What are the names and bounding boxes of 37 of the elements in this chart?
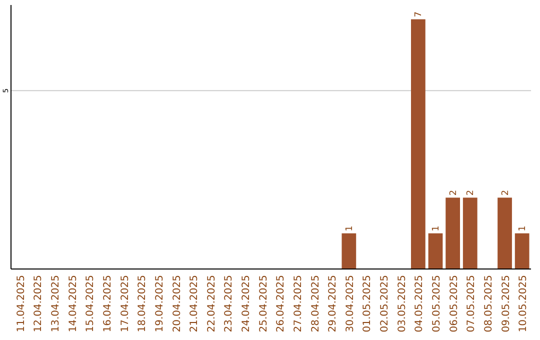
- x-tick-label: 12.04.2025: [33, 275, 44, 332]
- x-tick-label: 10.05.2025: [518, 275, 530, 332]
- x-tick-label: 18.04.2025: [137, 275, 148, 332]
- data-label: 1: [432, 226, 442, 232]
- data-label: 2: [500, 190, 511, 196]
- data-label: 2: [466, 190, 476, 196]
- x-tick-label: 20.04.2025: [172, 275, 183, 332]
- x-tick-label: 16.04.2025: [102, 275, 114, 332]
- x-tick-label: 28.04.2025: [310, 275, 322, 332]
- data-label: 1: [518, 226, 528, 232]
- x-tick-label: 06.05.2025: [448, 275, 460, 332]
- x-tick-label: 26.04.2025: [276, 275, 287, 332]
- x-tick-label: 08.05.2025: [483, 275, 494, 332]
- x-tick-label: 01.05.2025: [362, 275, 374, 332]
- x-tick-label: 03.05.2025: [396, 275, 408, 332]
- x-tick-label: 07.05.2025: [466, 275, 478, 332]
- x-tick-label: 22.04.2025: [206, 275, 218, 332]
- x-tick-label: 27.04.2025: [292, 275, 304, 332]
- x-tick-label: 05.05.2025: [432, 275, 442, 332]
- x-tick-label: 13.04.2025: [50, 275, 62, 332]
- x-tick-label: 23.04.2025: [224, 275, 235, 332]
- x-tick-label: 11.04.2025: [16, 275, 27, 332]
- x-tick-label: 14.04.2025: [68, 275, 79, 332]
- x-tick-label: 19.04.2025: [154, 275, 166, 332]
- x-tick-label: 04.05.2025: [414, 275, 426, 332]
- x-tick-label: 15.04.2025: [85, 275, 96, 332]
- data-label: 7: [414, 12, 424, 18]
- x-tick-label: 29.04.2025: [328, 275, 339, 332]
- x-tick-label: 30.04.2025: [344, 275, 356, 332]
- x-tick-label: 09.05.2025: [500, 275, 512, 332]
- data-label: 2: [448, 190, 459, 196]
- x-tick-label: 21.04.2025: [189, 275, 200, 332]
- x-tick-label: 02.05.2025: [380, 275, 391, 332]
- data-label: 1: [344, 226, 355, 232]
- x-tick-label: 25.04.2025: [258, 275, 270, 332]
- x-tick-label: 24.04.2025: [241, 275, 252, 332]
- x-tick-label: 17.04.2025: [120, 275, 131, 332]
